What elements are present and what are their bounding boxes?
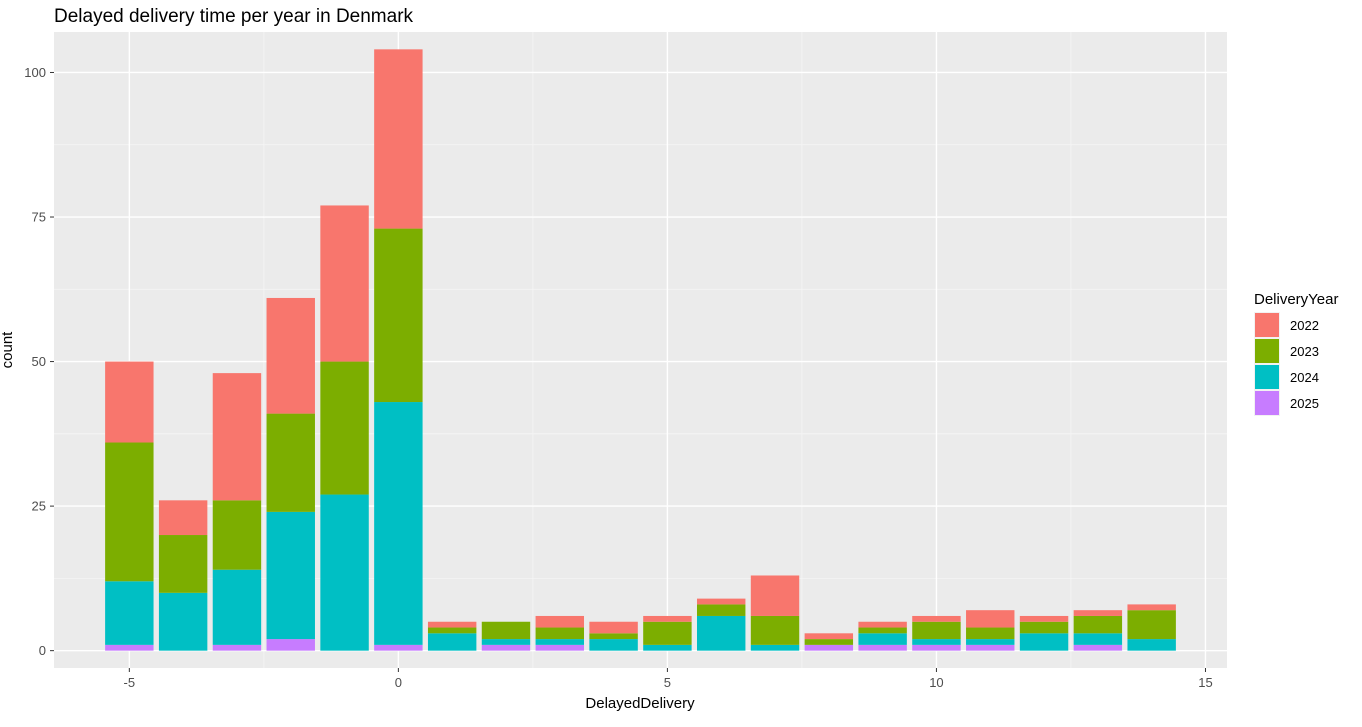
x-axis-label: DelayedDelivery [585, 695, 695, 712]
legend-swatch-2025 [1255, 391, 1279, 415]
bar-2022-x-3 [212, 373, 262, 501]
bar-2022-x11 [966, 610, 1015, 628]
bar-2025-x11 [966, 644, 1015, 651]
y-tick-label-2: 50 [32, 354, 46, 369]
bar-2022-x8 [804, 633, 854, 640]
bar-2025-x8 [804, 644, 854, 651]
bar-2023-x-5 [105, 442, 154, 582]
bar-2024-x7 [750, 644, 800, 651]
bar-2024-x14 [1127, 639, 1176, 651]
bar-2022-x0 [374, 49, 423, 229]
bar-2024-x0 [374, 402, 423, 645]
legend-swatch-2023 [1255, 339, 1279, 363]
y-axis: 0 25 50 75 100 [24, 65, 54, 658]
bar-2024-x-2 [266, 511, 315, 640]
y-tick-label-4: 100 [24, 65, 46, 80]
bar-2023-x0 [374, 228, 423, 403]
x-tick-label-1: 0 [395, 675, 402, 690]
bar-2024-x3 [535, 639, 585, 645]
bar-2025-x2 [481, 644, 531, 651]
x-tick-label-2: 5 [664, 675, 671, 690]
legend-title: DeliveryYear [1254, 291, 1339, 308]
bar-2023-x1 [427, 627, 477, 634]
bar-2022-x13 [1073, 610, 1123, 616]
x-tick-label-4: 15 [1198, 675, 1212, 690]
bar-2022-x4 [589, 621, 638, 634]
x-tick-label-3: 10 [929, 675, 943, 690]
bar-2022-x6 [696, 598, 746, 605]
bar-2023-x-2 [266, 413, 315, 512]
bar-2024-x9 [858, 633, 907, 645]
bar-2022-x10 [912, 615, 961, 622]
bar-2024-x-3 [212, 569, 262, 645]
bar-2025-x-5 [105, 644, 154, 651]
bar-2024-x4 [589, 639, 638, 651]
y-tick-label-1: 25 [32, 499, 46, 514]
bar-2022-x3 [535, 615, 585, 628]
bar-2023-x13 [1073, 615, 1123, 634]
bar-2025-x-2 [266, 639, 315, 651]
y-axis-label: count [0, 331, 16, 369]
bar-2025-x9 [858, 644, 907, 651]
bar-2023-x4 [589, 633, 638, 640]
legend-swatch-2022 [1255, 313, 1279, 337]
bar-2024-x-1 [320, 494, 369, 651]
bars [105, 49, 1176, 651]
bar-2025-x10 [912, 644, 961, 651]
x-tick-label-0: -5 [124, 675, 136, 690]
bar-2023-x2 [481, 621, 531, 640]
bar-2022-x-2 [266, 297, 315, 414]
bar-2023-x11 [966, 627, 1015, 640]
bar-2023-x-1 [320, 361, 369, 495]
legend-label-2022: 2022 [1290, 318, 1319, 333]
bar-2025-x0 [374, 644, 423, 651]
bar-2023-x10 [912, 621, 961, 640]
bar-2022-x9 [858, 621, 907, 628]
legend-swatch-2024 [1255, 365, 1279, 389]
bar-2023-x6 [696, 604, 746, 616]
bar-2022-x-1 [320, 205, 369, 362]
bar-2023-x14 [1127, 610, 1176, 640]
bar-2025-x13 [1073, 644, 1123, 651]
chart-title: Delayed delivery time per year in Denmar… [54, 6, 414, 27]
bar-2024-x2 [481, 639, 531, 645]
bar-2024-x11 [966, 639, 1015, 645]
bar-2024-x10 [912, 639, 961, 645]
bar-2023-x8 [804, 639, 854, 645]
legend-label-2024: 2024 [1290, 370, 1319, 385]
bar-2024-x1 [427, 633, 477, 651]
bar-2024-x13 [1073, 633, 1123, 645]
bar-2024-x12 [1019, 633, 1069, 651]
bar-2024-x6 [696, 615, 746, 651]
bar-2024-x-5 [105, 581, 154, 645]
bar-2023-x-4 [158, 535, 208, 593]
minor-gridlines [54, 32, 1227, 668]
bar-2023-x12 [1019, 621, 1069, 634]
legend-label-2023: 2023 [1290, 344, 1319, 359]
bar-2025-x-3 [212, 644, 262, 651]
bar-2023-x7 [750, 615, 800, 645]
bar-2023-x9 [858, 627, 907, 634]
bar-2022-x-4 [158, 500, 208, 536]
y-tick-label-0: 0 [39, 643, 46, 658]
x-axis: -5 0 5 10 15 [124, 668, 1213, 690]
y-tick-label-3: 75 [32, 210, 46, 225]
bar-2022-x7 [750, 575, 800, 616]
legend-label-2025: 2025 [1290, 396, 1319, 411]
legend: DeliveryYear 2022 2023 2024 2025 [1254, 291, 1339, 416]
bar-2022-x14 [1127, 604, 1176, 611]
bar-2025-x3 [535, 644, 585, 651]
bar-2022-x12 [1019, 615, 1069, 622]
bar-2022-x1 [427, 621, 477, 628]
bar-2023-x3 [535, 627, 585, 640]
bar-2024-x5 [643, 644, 692, 651]
bar-2022-x5 [643, 615, 692, 622]
bar-2024-x-4 [158, 592, 208, 651]
bar-2023-x-3 [212, 500, 262, 570]
bar-2022-x-5 [105, 361, 154, 443]
bar-2023-x5 [643, 621, 692, 645]
